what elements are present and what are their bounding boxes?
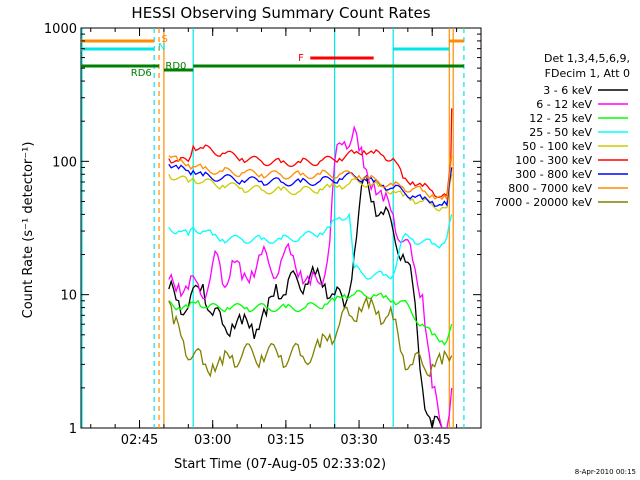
legend-label-1: 3 - 6 keV: [543, 84, 592, 97]
flag-rd6-label: RD6: [131, 68, 152, 79]
flag-f-label: F: [298, 53, 304, 64]
x-tick-label: 03:45: [413, 433, 450, 448]
series-line-7: [168, 163, 453, 208]
plot-frame: [80, 27, 482, 429]
series-lines: [168, 108, 453, 428]
y-tick-label: 100: [52, 155, 77, 170]
legend: Det 1,3,4,5,6,9, FDecim 1, Att 0 3 - 6 k…: [494, 52, 630, 209]
legend-label-6: 100 - 300 keV: [515, 154, 592, 167]
y-tick-label: 1: [69, 422, 77, 437]
y-axis-label: Count Rate (s⁻¹ detector⁻¹): [21, 142, 36, 319]
y-tick-label: 1000: [44, 22, 77, 37]
series-line-4: [168, 212, 453, 280]
series-line-2: [168, 125, 453, 428]
x-tick-label: 03:00: [194, 433, 231, 448]
flag-n-label: N: [158, 42, 165, 53]
flag-rd0-label: RD0: [165, 61, 186, 72]
x-axis-label: Start Time (07-Aug-05 02:33:02): [174, 457, 386, 472]
legend-label-8: 800 - 7000 keV: [508, 182, 592, 195]
flag-s-label: S: [161, 34, 167, 45]
axes: 1 10 100 1000 02:45 03:00 03:15 03:30 03:45: [44, 22, 482, 448]
series-line-5: [168, 174, 453, 212]
legend-label-4: 25 - 50 keV: [529, 126, 592, 139]
legend-label-7: 300 - 800 keV: [515, 168, 592, 181]
series-line-6: [168, 108, 453, 198]
series-line-9: [168, 295, 453, 378]
legend-label-2: 6 - 12 keV: [536, 98, 592, 111]
series-line-3: [168, 290, 453, 346]
footer-date: 8-Apr-2010 00:15: [575, 468, 636, 476]
y-tick-label: 10: [60, 289, 77, 304]
legend-label-5: 50 - 100 keV: [522, 140, 592, 153]
x-tick-label: 03:30: [340, 433, 377, 448]
series-line-8: [168, 155, 453, 202]
legend-label-9: 7000 - 20000 keV: [494, 196, 592, 209]
x-tick-label: 03:15: [267, 433, 304, 448]
chart-title: HESSI Observing Summary Count Rates: [131, 4, 430, 22]
background-lines: [81, 28, 465, 428]
legend-header-line-2: FDecim 1, Att 0: [545, 67, 630, 80]
series-line-1: [168, 174, 452, 428]
legend-label-3: 12 - 25 keV: [529, 112, 592, 125]
legend-header-line-1: Det 1,3,4,5,6,9,: [544, 52, 630, 65]
x-tick-label: 02:45: [121, 433, 158, 448]
